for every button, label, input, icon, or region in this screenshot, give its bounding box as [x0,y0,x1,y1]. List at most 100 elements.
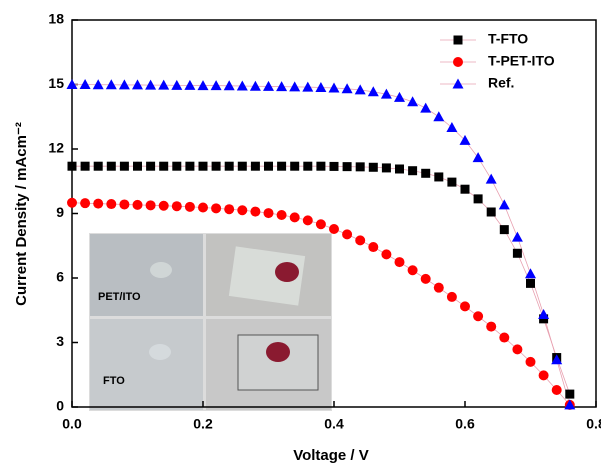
marker [276,210,287,221]
marker [459,134,471,145]
marker [133,161,142,171]
y-tick-label: 0 [56,398,64,414]
marker [329,161,339,171]
marker [223,80,235,91]
marker [211,161,221,171]
marker [446,291,457,302]
marker [498,199,510,210]
marker [198,202,208,213]
sample [228,246,306,306]
marker [525,268,536,279]
marker [394,91,405,102]
marker [277,161,287,171]
marker [551,354,563,365]
marker [92,79,104,90]
marker [381,163,391,173]
marker [263,208,274,219]
marker [395,164,404,174]
marker [210,80,222,91]
marker [315,82,327,93]
marker [302,81,314,92]
marker [499,225,509,235]
marker [355,235,366,246]
marker [171,201,182,212]
marker [171,79,183,90]
marker [499,332,510,343]
marker [315,219,326,230]
marker [355,162,365,172]
marker [105,79,117,90]
marker [145,79,157,90]
marker [434,172,444,182]
inset-label: PET/ITO [98,291,141,303]
marker [525,356,536,367]
marker [197,80,209,91]
marker [67,197,77,208]
x-tick-label: 0.0 [62,416,82,432]
marker [303,161,313,171]
marker [172,161,182,171]
marker [328,82,340,93]
marker [460,301,470,312]
marker [290,161,300,171]
marker [329,223,339,234]
marker [106,161,116,171]
sample-spot [150,262,172,278]
marker [473,194,483,204]
legend-marker [452,78,464,89]
inset-label: FTO [103,375,125,387]
sample-spot [266,342,290,362]
marker [80,198,91,209]
marker [224,204,235,215]
marker [538,370,549,381]
marker [472,152,484,163]
marker [421,168,431,178]
marker [316,161,326,171]
marker [420,273,431,284]
marker [407,96,419,107]
marker [486,207,496,217]
marker [159,161,169,171]
marker [289,81,301,92]
y-tick-label: 9 [56,204,64,220]
y-tick-label: 18 [48,11,64,27]
legend-label: T-PET-ITO [488,53,555,69]
marker [485,173,497,184]
marker [263,80,274,91]
marker [236,80,248,91]
x-tick-label: 0.2 [193,416,213,432]
marker [433,111,445,122]
marker [158,79,170,90]
marker [106,199,117,210]
marker [79,79,91,89]
marker [80,161,90,171]
y-axis-label: Current Density / mAcm⁻² [13,122,30,306]
marker [342,162,352,172]
marker [119,161,129,171]
marker [420,102,432,113]
marker [184,201,195,212]
y-tick-label: 3 [56,333,64,349]
marker [433,282,444,293]
marker [408,166,418,176]
marker [446,122,458,132]
marker [289,212,300,223]
x-tick-label: 0.8 [586,416,601,432]
marker [264,161,273,171]
y-tick-label: 6 [56,269,64,285]
marker [249,80,261,91]
marker [341,83,353,94]
marker [132,199,143,210]
marker [565,389,575,399]
marker [250,161,260,171]
sample-spot [275,262,299,282]
marker [158,200,169,211]
marker [211,203,222,214]
marker [381,249,392,260]
photo [90,234,203,316]
marker [66,79,78,89]
marker [368,242,379,253]
marker [67,161,77,171]
marker [394,257,405,268]
